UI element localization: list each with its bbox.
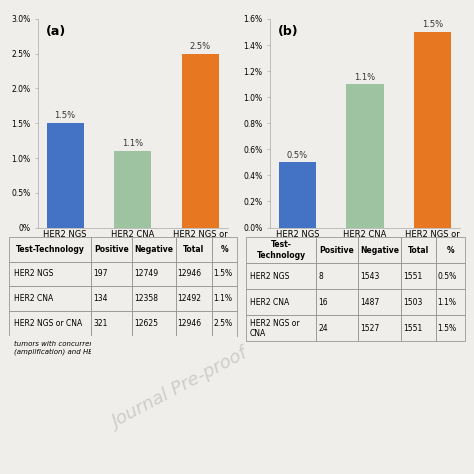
Text: (a): (a) (46, 25, 66, 38)
Bar (46, 123, 84, 228)
Text: (b): (b) (278, 25, 299, 38)
Bar (346, 84, 383, 228)
Text: 1.1%: 1.1% (122, 139, 143, 148)
Text: 1.1%: 1.1% (355, 73, 375, 82)
Bar (279, 163, 316, 228)
Text: 0.5%: 0.5% (287, 151, 308, 160)
Text: 1.5%: 1.5% (422, 20, 443, 29)
Text: 1.5%: 1.5% (55, 111, 76, 120)
Text: 2.5%: 2.5% (190, 42, 211, 51)
Text: Journal Pre-proof: Journal Pre-proof (109, 345, 251, 432)
Bar (414, 32, 451, 228)
Bar (114, 151, 151, 228)
Bar (182, 54, 219, 228)
